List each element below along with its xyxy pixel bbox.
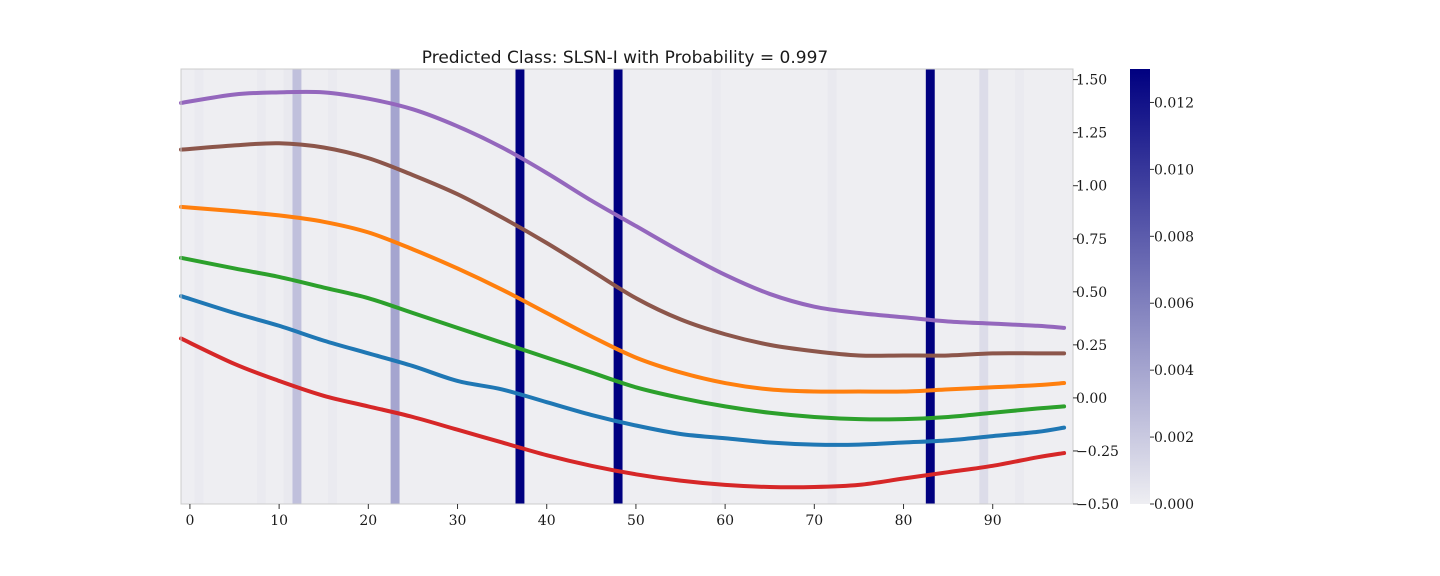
attention-band bbox=[390, 69, 400, 504]
x-tick-label: 30 bbox=[449, 513, 467, 529]
attention-band bbox=[925, 69, 935, 504]
attention-band bbox=[515, 69, 525, 504]
y-tick-label: 1.00 bbox=[1076, 179, 1107, 195]
y-tick-label: 0.25 bbox=[1076, 338, 1107, 354]
chart-title: Predicted Class: SLSN-I with Probability… bbox=[422, 48, 828, 68]
attention-band bbox=[194, 69, 204, 504]
x-tick-label: 90 bbox=[984, 513, 1002, 529]
x-tick-label: 20 bbox=[359, 513, 377, 529]
attention-band bbox=[1015, 69, 1024, 504]
attention-band bbox=[979, 69, 989, 504]
x-tick-label: 10 bbox=[270, 513, 288, 529]
colorbar: 0.000 0.002 0.004 0.006 0.008 0.010 0.012 bbox=[1130, 69, 1194, 513]
colorbar-tick-label: 0.012 bbox=[1154, 95, 1194, 111]
y-tick-label: 1.50 bbox=[1076, 73, 1107, 89]
attention-band bbox=[328, 69, 338, 504]
colorbar-tick-label: 0.010 bbox=[1154, 162, 1194, 178]
colorbar-tick-label: 0.004 bbox=[1154, 363, 1194, 379]
series-line bbox=[179, 204, 1067, 394]
colorbar-tick-label: 0.006 bbox=[1154, 296, 1194, 312]
y-tick-label: −0.50 bbox=[1076, 497, 1119, 513]
x-tick-label: 70 bbox=[805, 513, 823, 529]
y-tick-label: 0.75 bbox=[1076, 232, 1107, 248]
y-tick-label: 0.50 bbox=[1076, 285, 1107, 301]
colorbar-tick-label: 0.002 bbox=[1154, 430, 1194, 446]
y-tick-label: −0.25 bbox=[1076, 444, 1119, 460]
series-line bbox=[179, 89, 1067, 330]
colorbar-tick-label: 0.000 bbox=[1154, 497, 1194, 513]
colorbar-gradient bbox=[1130, 69, 1150, 504]
attention-band bbox=[711, 69, 721, 504]
x-tick-label: 50 bbox=[627, 513, 645, 529]
plot-area: 0 10 20 30 40 50 60 70 80 90 −0.50 −0.25 0.00 0.25 0.5… bbox=[179, 68, 1119, 529]
series-line bbox=[179, 255, 1067, 422]
series-line bbox=[179, 294, 1067, 447]
x-tick-label: 40 bbox=[538, 513, 556, 529]
plot-frame bbox=[180, 68, 1074, 505]
x-tick-label: 80 bbox=[895, 513, 913, 529]
x-tick-label: 0 bbox=[185, 513, 194, 529]
y-tick-label: 0.00 bbox=[1076, 391, 1107, 407]
x-tick-label: 60 bbox=[716, 513, 734, 529]
attention-band bbox=[283, 69, 293, 504]
colorbar-tick-label: 0.008 bbox=[1154, 229, 1194, 245]
attention-band bbox=[256, 69, 266, 504]
attention-band bbox=[827, 69, 837, 504]
series-line bbox=[179, 141, 1067, 358]
y-tick-label: 1.25 bbox=[1076, 126, 1107, 142]
series-line bbox=[179, 336, 1067, 490]
attention-band bbox=[292, 69, 302, 504]
